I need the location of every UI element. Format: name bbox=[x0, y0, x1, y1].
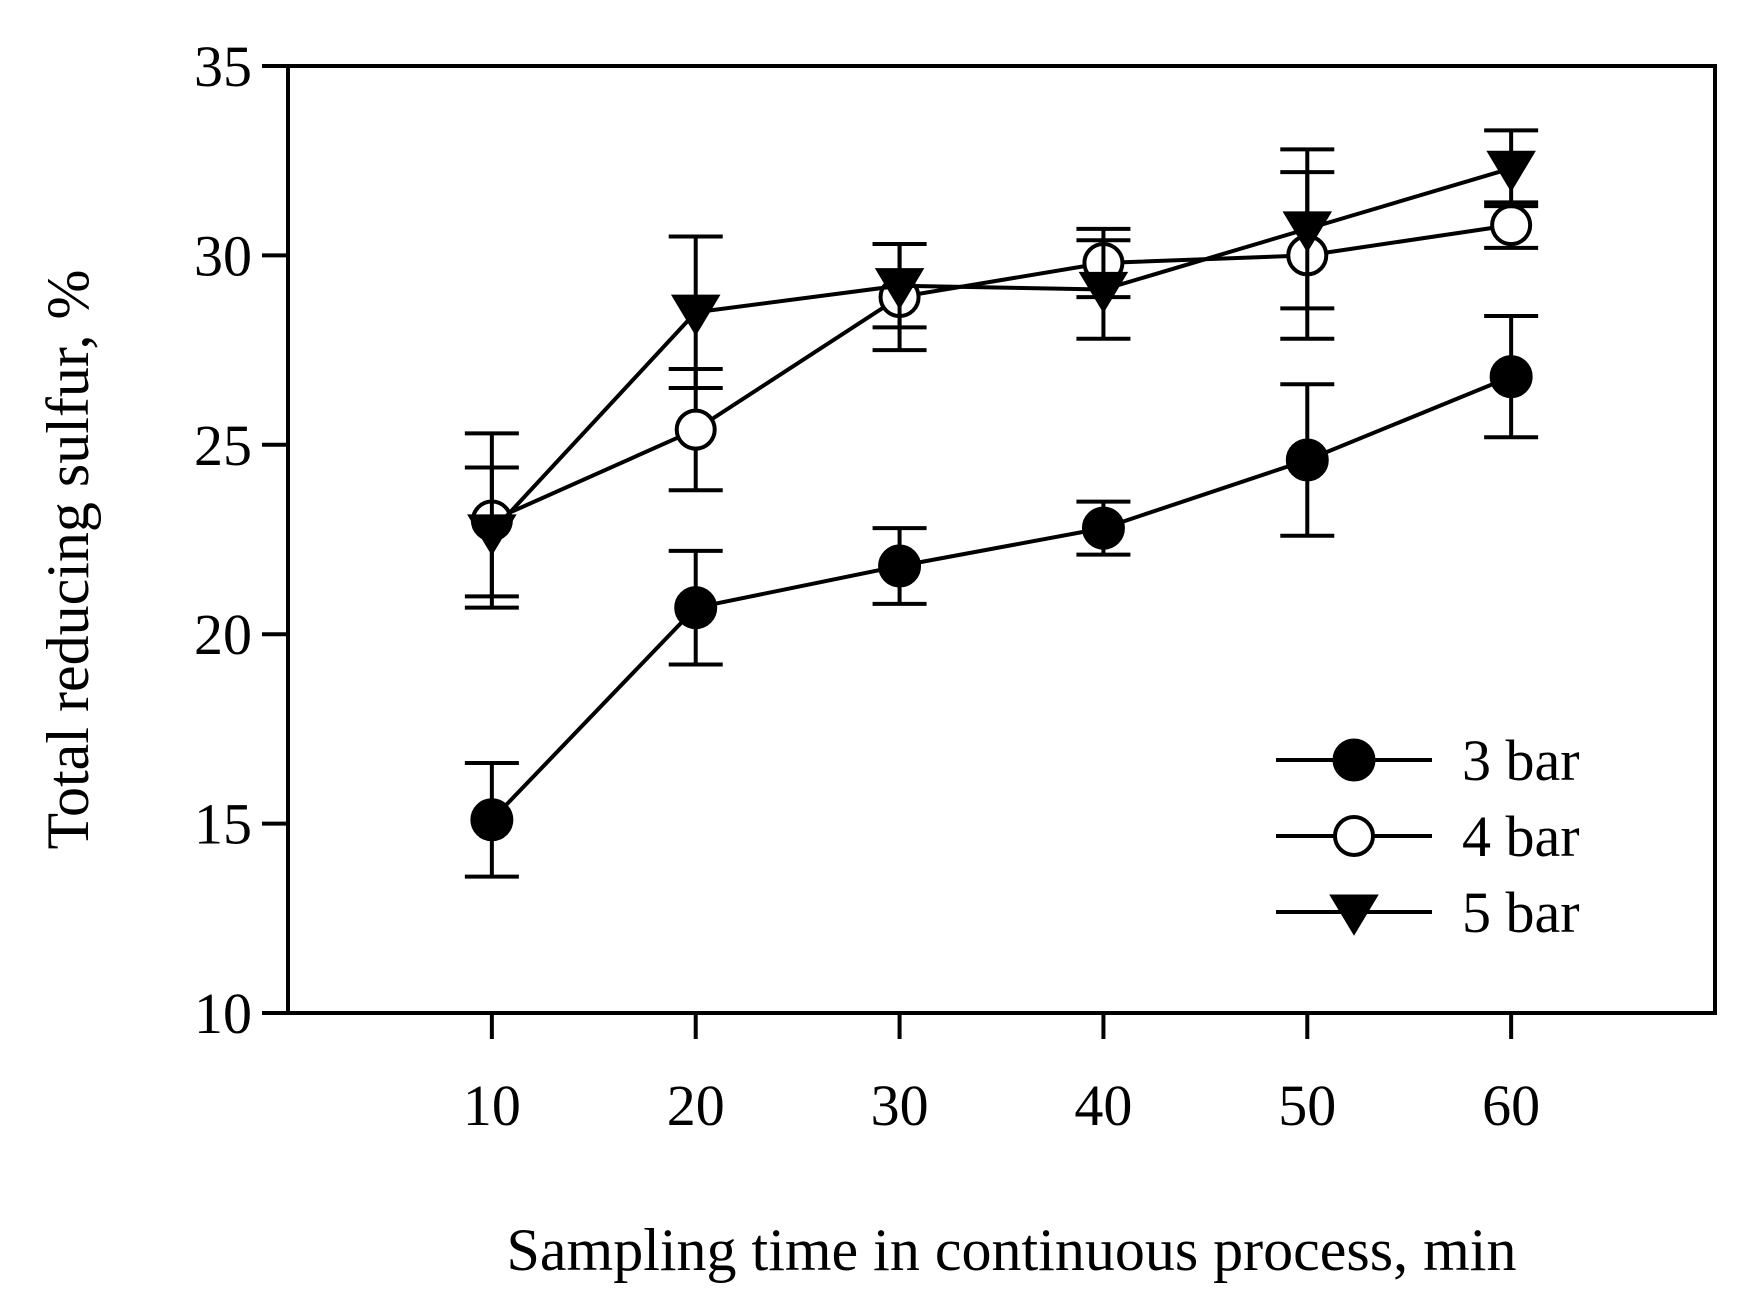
y-axis-title: Total reducing sulfur, % bbox=[35, 270, 101, 850]
data-point bbox=[467, 514, 517, 556]
y-tick-label: 15 bbox=[194, 792, 252, 857]
x-tick-label: 60 bbox=[1482, 1073, 1540, 1138]
series-line bbox=[491, 223, 1512, 523]
legend: 3 bar 4 bar 5 bar bbox=[1276, 728, 1580, 945]
y-tick-label: 25 bbox=[194, 413, 252, 478]
series-3-bar bbox=[464, 314, 1539, 879]
series-line bbox=[490, 374, 1512, 822]
data-point bbox=[1489, 355, 1533, 399]
x-tick-label: 40 bbox=[1074, 1073, 1132, 1138]
y-axis: 10 15 20 25 30 35 bbox=[194, 34, 288, 1046]
y-tick-label: 20 bbox=[194, 602, 252, 667]
x-tick-label: 50 bbox=[1278, 1073, 1336, 1138]
legend-entry: 5 bar bbox=[1276, 880, 1580, 945]
x-axis-title: Sampling time in continuous process, min bbox=[507, 1217, 1517, 1283]
legend-label: 5 bar bbox=[1462, 880, 1580, 945]
y-tick-label: 30 bbox=[194, 223, 252, 288]
x-tick-label: 30 bbox=[871, 1073, 929, 1138]
series-line bbox=[490, 166, 1512, 534]
data-point bbox=[674, 586, 718, 630]
legend-marker bbox=[1333, 815, 1375, 857]
data-point bbox=[878, 544, 922, 588]
plot-frame bbox=[286, 64, 1717, 1015]
data-point bbox=[874, 268, 925, 310]
data-point bbox=[674, 408, 717, 451]
data-point bbox=[1081, 506, 1125, 550]
data-point bbox=[1285, 438, 1329, 482]
data-point bbox=[1486, 150, 1536, 193]
x-axis: 10 20 30 40 50 60 bbox=[463, 1013, 1540, 1138]
legend-marker bbox=[1329, 894, 1379, 936]
data-point bbox=[1078, 271, 1129, 314]
data-point bbox=[1490, 204, 1533, 247]
legend-entry: 3 bar bbox=[1276, 728, 1580, 793]
data-point bbox=[670, 294, 721, 337]
series-5-bar bbox=[464, 128, 1539, 599]
x-tick-label: 20 bbox=[667, 1073, 725, 1138]
legend-marker bbox=[1332, 738, 1376, 782]
series-layer bbox=[464, 128, 1539, 879]
data-point bbox=[470, 798, 514, 842]
legend-label: 3 bar bbox=[1462, 728, 1580, 793]
legend-label: 4 bar bbox=[1462, 804, 1580, 869]
data-point bbox=[1282, 211, 1333, 253]
y-tick-label: 35 bbox=[194, 34, 252, 99]
legend-entry: 4 bar bbox=[1276, 804, 1580, 869]
x-tick-label: 10 bbox=[463, 1073, 521, 1138]
y-tick-label: 10 bbox=[194, 981, 252, 1046]
